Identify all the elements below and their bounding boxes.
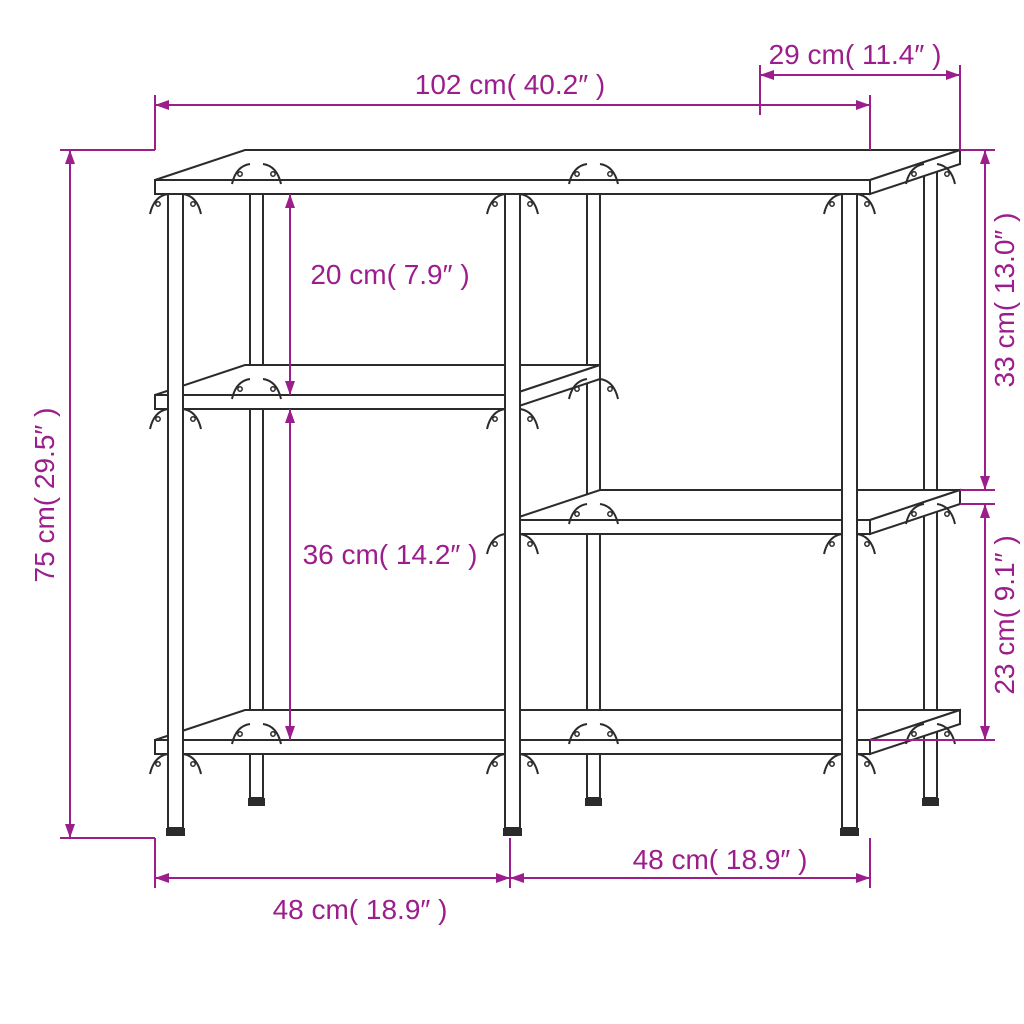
front-mid-leg: [503, 194, 522, 836]
dim-depth-29-label: 29 cm( 11.4″ ): [769, 39, 942, 71]
front-right-leg: [840, 194, 859, 836]
dim-height-36-label: 36 cm( 14.2″ ): [303, 539, 478, 571]
diagram-stage: 102 cm( 40.2″ ) 29 cm( 11.4″ ) 48 cm( 18.9…: [0, 0, 1024, 1024]
diagram-svg: [0, 0, 1024, 1024]
dim-width-right-48-label: 48 cm( 18.9″ ): [633, 844, 808, 876]
dim-height-23-label: 23 cm( 9.1″ ): [989, 535, 1021, 694]
mid-left-shelf: [155, 365, 600, 409]
dim-height-75-label: 75 cm( 29.5″ ): [29, 408, 61, 583]
dim-width-left-48-label: 48 cm( 18.9″ ): [273, 894, 448, 926]
dim-height-33-label: 33 cm( 13.0″ ): [989, 213, 1021, 388]
furniture-drawing: [150, 150, 960, 836]
dim-height-20-label: 20 cm( 7.9″ ): [310, 259, 469, 291]
front-left-leg: [166, 194, 185, 836]
dim-width-102-label: 102 cm( 40.2″ ): [415, 69, 605, 101]
